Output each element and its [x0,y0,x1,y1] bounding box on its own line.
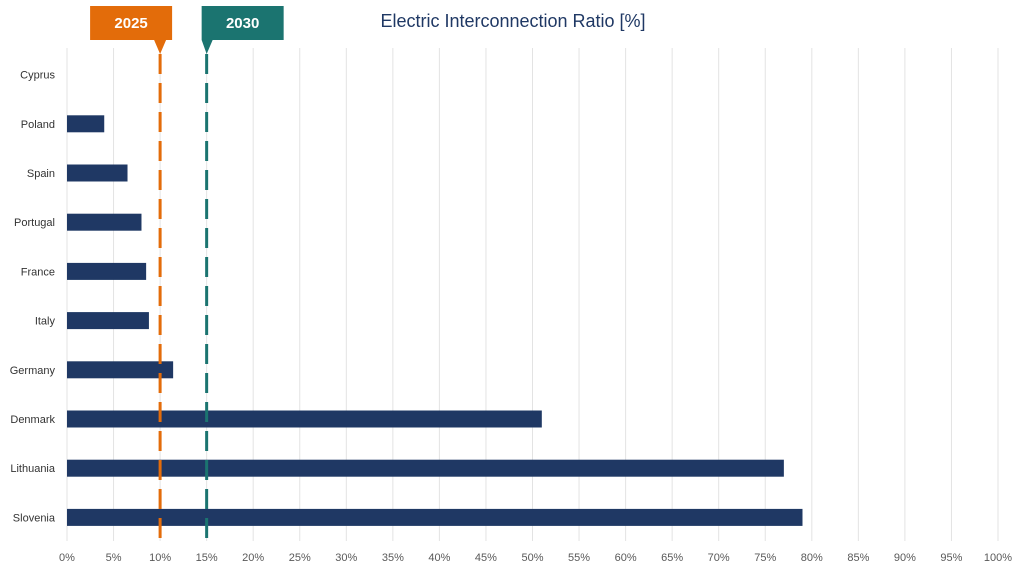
target-2030: 2030 [201,6,284,541]
category-label: Portugal [14,217,55,229]
chart-title: Electric Interconnection Ratio [%] [380,11,645,31]
x-tick-labels: 0% 5% 10% 15% 20% 25% 30% 35% 40% 45% 50% 55% 60% 65%… [59,552,1012,564]
x-tick-label: 0% [59,552,75,564]
bar-spain [67,164,128,182]
category-label: Germany [10,365,56,377]
target-2025: 2025 [90,6,173,541]
category-label: Cyprus [20,70,55,82]
target-lines: 2025 2030 [90,6,284,541]
x-tick-label: 40% [428,552,450,564]
bars [67,115,803,526]
callout-2025 [90,6,173,54]
category-label: Italy [35,316,56,328]
bar-slovenia [67,508,803,526]
x-tick-label: 5% [106,552,122,564]
callout-2030 [201,6,284,54]
bar-portugal [67,213,142,231]
x-tick-label: 80% [801,552,823,564]
bar-italy [67,312,149,330]
category-label: Lithuania [10,463,56,475]
x-tick-label: 15% [196,552,218,564]
x-tick-label: 100% [984,552,1012,564]
x-tick-label: 60% [615,552,637,564]
x-tick-label: 30% [335,552,357,564]
category-label: Spain [27,168,55,180]
category-label: Denmark [10,414,55,426]
category-label: Poland [21,119,55,131]
x-tick-label: 45% [475,552,497,564]
x-tick-label: 55% [568,552,590,564]
x-tick-label: 85% [847,552,869,564]
callout-label-2030: 2030 [226,15,259,32]
x-tick-label: 70% [708,552,730,564]
bar-poland [67,115,105,133]
callout-label-2025: 2025 [114,15,147,32]
gridlines [66,48,999,541]
x-tick-label: 90% [894,552,916,564]
bar-france [67,262,147,280]
bar-lithuania [67,459,784,477]
x-tick-label: 65% [661,552,683,564]
bar-denmark [67,410,542,428]
x-tick-label: 10% [149,552,171,564]
category-label: France [21,266,55,278]
x-tick-label: 75% [754,552,776,564]
x-tick-label: 20% [242,552,264,564]
bar-germany [67,361,174,379]
category-labels: Cyprus Poland Spain Portugal France Italy Germ… [10,70,56,525]
x-tick-label: 50% [521,552,543,564]
x-tick-label: 35% [382,552,404,564]
category-label: Slovenia [13,512,56,524]
x-tick-label: 25% [289,552,311,564]
x-tick-label: 95% [940,552,962,564]
